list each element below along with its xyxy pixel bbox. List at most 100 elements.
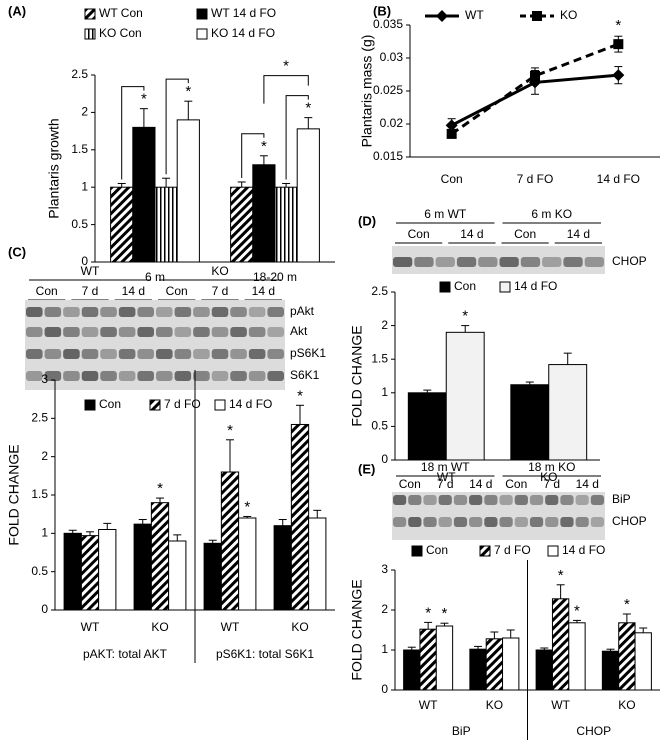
y-tick-label: 0 <box>81 254 88 268</box>
blot-band <box>26 327 43 337</box>
x-tick-label: KO <box>151 620 168 634</box>
y-tick-label: 0.5 <box>371 419 388 433</box>
significance: * <box>141 91 147 108</box>
bar <box>403 649 421 691</box>
blot-band <box>137 307 154 317</box>
legend-label: KO <box>560 8 577 22</box>
bar <box>601 650 620 691</box>
bar <box>445 331 485 461</box>
blot-band <box>267 307 284 317</box>
blot-band <box>267 371 284 381</box>
bar <box>63 532 82 611</box>
blot-band <box>469 517 483 527</box>
bar <box>98 529 117 611</box>
blot-band <box>484 517 498 527</box>
legend-swatch <box>547 545 559 557</box>
y-tick-label: 2 <box>41 449 48 463</box>
blot-group-label: 18 m WT <box>421 460 470 474</box>
y-tick-label: 0.015 <box>373 149 403 163</box>
y-tick-label: 0.02 <box>380 116 404 130</box>
blot-lane-label: 14 d <box>576 477 599 491</box>
x-tick-label: WT <box>437 470 456 484</box>
marker <box>530 70 540 81</box>
panel-label: (B) <box>373 3 391 18</box>
blot-band <box>230 327 247 337</box>
bar <box>110 186 134 263</box>
legend-swatch <box>84 8 96 20</box>
blot-lane-label: Con <box>399 477 421 491</box>
blot-band <box>156 327 173 337</box>
bar <box>203 542 222 611</box>
blot-band <box>393 517 407 527</box>
blot-row-label: BiP <box>612 492 631 506</box>
legend-label: 14 d FO <box>562 543 605 557</box>
y-tick-label: 0.5 <box>71 217 88 231</box>
blot-band <box>393 495 407 505</box>
legend-swatch <box>196 28 208 40</box>
blot-band <box>414 257 434 267</box>
blot-band <box>590 495 604 505</box>
y-tick-label: 3 <box>381 562 388 576</box>
legend-label: KO Con <box>99 26 142 40</box>
blot-band <box>118 307 136 317</box>
blot-band <box>81 349 99 359</box>
legend-swatch <box>411 545 423 557</box>
blot-band <box>590 517 604 527</box>
blot-lane-label: 7 d <box>82 284 99 298</box>
blot-band <box>529 517 544 527</box>
blot-group-label: KO <box>211 264 228 278</box>
blot-group-label: 6 m WT <box>424 207 467 221</box>
blot-band <box>514 517 528 527</box>
blot-band <box>499 517 513 527</box>
blot-band <box>456 257 477 267</box>
blot-band <box>230 371 247 381</box>
significance: * <box>425 604 431 621</box>
blot-band <box>560 517 574 527</box>
panel-label: (D) <box>358 213 376 228</box>
blot-band <box>499 257 519 267</box>
blot-band <box>248 371 266 381</box>
bar <box>469 648 487 691</box>
significance: * <box>574 602 580 619</box>
blot-band <box>100 349 117 359</box>
bar <box>296 128 320 263</box>
blot-band <box>156 349 173 359</box>
blot-lane-label: Con <box>408 227 430 241</box>
blot-band <box>100 371 117 381</box>
blot-band <box>211 371 229 381</box>
bar <box>485 638 504 691</box>
blot-band <box>211 349 229 359</box>
blot-band <box>484 495 498 505</box>
x-tick-label: KO <box>618 698 635 712</box>
blot-band <box>174 327 192 337</box>
blot-band <box>44 327 62 337</box>
blot-lane-label: 14 d <box>252 284 275 298</box>
y-tick-label: 1 <box>41 526 48 540</box>
y-tick-label: 1.5 <box>31 487 48 501</box>
y-tick-label: 1.5 <box>371 351 388 365</box>
blot-band <box>211 307 229 317</box>
legend-label: WT 14 d FO <box>211 6 276 20</box>
blot-band <box>137 371 154 381</box>
blot-band <box>63 349 80 359</box>
marker <box>446 128 457 139</box>
bar <box>230 186 254 263</box>
significance: * <box>227 422 233 439</box>
bar <box>150 502 170 611</box>
blot-band <box>563 257 583 267</box>
bracket <box>165 78 189 175</box>
blot-band <box>469 495 483 505</box>
marker <box>445 119 458 132</box>
blot-band <box>248 327 266 337</box>
blot-band <box>393 257 413 267</box>
blot-band <box>174 307 192 317</box>
legend-label: 7 d FO <box>494 543 531 557</box>
bar <box>634 632 652 691</box>
blot-band <box>193 371 210 381</box>
legend-label: 14 d FO <box>229 397 272 411</box>
blot-band <box>100 327 117 337</box>
blot-band <box>230 349 247 359</box>
y-axis-label: Plantaris mass (g) <box>359 35 375 148</box>
bar <box>535 649 553 691</box>
blot-band <box>44 307 62 317</box>
